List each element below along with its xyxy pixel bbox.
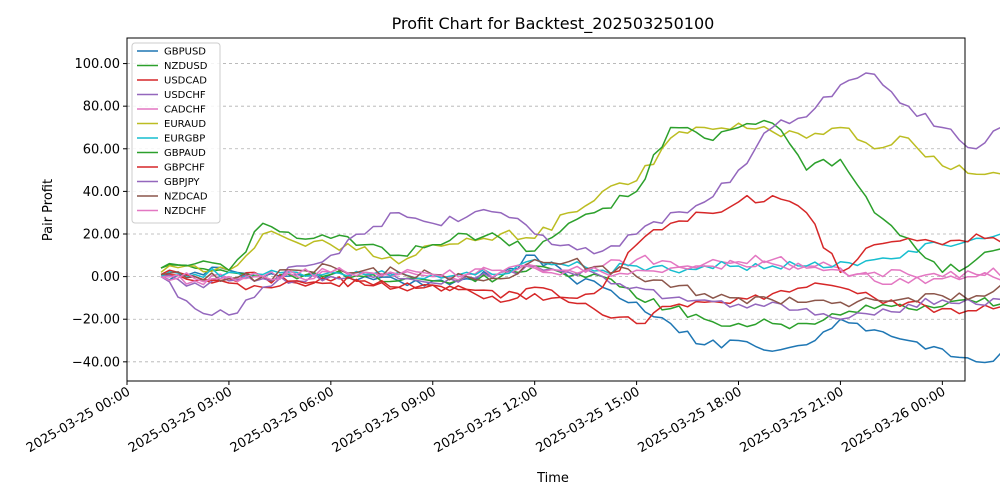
series-line-gbpchf — [160, 194, 1000, 303]
series-line-nzdcad — [160, 257, 1000, 308]
y-tick-label: 80.00 — [83, 100, 120, 115]
y-tick-label: 20.00 — [83, 228, 120, 243]
chart-title: Profit Chart for Backtest_202503250100 — [392, 14, 715, 34]
legend-label: CADCHF — [164, 105, 206, 116]
legend-label: EURGBP — [164, 134, 205, 145]
x-tick-label: 2025-03-25 12:00 — [432, 384, 541, 456]
y-tick-label: −20.00 — [72, 313, 120, 328]
legend: GBPUSD NZDUSD USDCAD USDCHF CADCHF EURAUD EURG… — [131, 42, 221, 224]
x-tick-label: 2025-03-25 00:00 — [24, 384, 133, 456]
y-axis-ticks: −40.00 −20.00 0.00 20.00 40.00 60.00 80.00 100.… — [72, 57, 127, 370]
x-tick-label: 2025-03-25 18:00 — [636, 384, 745, 456]
legend-label: USDCHF — [164, 90, 206, 101]
legend-label: GBPJPY — [164, 177, 200, 188]
x-tick-label: 2025-03-25 21:00 — [737, 384, 846, 456]
legend-label: GBPCHF — [164, 163, 205, 174]
legend-label: NZDCAD — [164, 192, 208, 203]
y-tick-label: −40.00 — [72, 355, 120, 370]
series-line-euraud — [160, 122, 1000, 273]
x-tick-label: 2025-03-25 15:00 — [534, 384, 643, 456]
x-tick-label: 2025-03-25 09:00 — [330, 384, 439, 456]
legend-box — [131, 42, 221, 224]
grid-lines — [127, 63, 965, 363]
legend-label: GBPUSD — [164, 47, 206, 58]
series-line-gbpjpy — [160, 72, 1000, 317]
y-tick-label: 60.00 — [83, 142, 120, 157]
legend-label: GBPAUD — [164, 148, 206, 159]
y-tick-label: 100.00 — [75, 57, 121, 72]
y-tick-label: 40.00 — [83, 185, 120, 200]
legend-label: NZDCHF — [164, 206, 207, 217]
y-axis-label: Pair Profit — [41, 179, 56, 241]
x-tick-label: 2025-03-25 06:00 — [228, 384, 337, 456]
x-axis-label: Time — [536, 471, 569, 486]
series-line-gbpaud — [160, 119, 1000, 274]
x-tick-label: 2025-03-26 00:00 — [839, 384, 948, 456]
series-lines — [160, 72, 1000, 364]
y-tick-label: 0.00 — [91, 270, 120, 285]
legend-label: EURAUD — [164, 119, 206, 130]
x-tick-label: 2025-03-25 03:00 — [126, 384, 235, 456]
series-line-usdchf — [160, 265, 1000, 320]
legend-label: USDCAD — [164, 76, 207, 87]
series-line-nzdchf — [160, 259, 1000, 283]
legend-label: NZDUSD — [164, 61, 208, 72]
plot-frame — [126, 37, 966, 382]
